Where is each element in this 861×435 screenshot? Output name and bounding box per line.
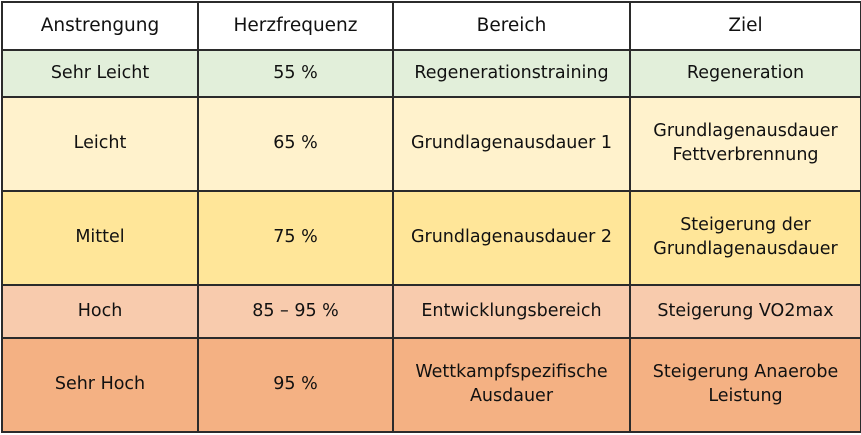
cell-ziel: Grundlagenausdauer Fettverbrennung	[629, 95, 861, 192]
cell-bereich: Entwicklungsbereich	[392, 283, 631, 339]
table-row: Hoch 85 – 95 % Entwicklungsbereich Steig…	[1, 283, 861, 339]
cell-text: Regenerationstraining	[414, 62, 609, 83]
cell-text: Grundlagenausdauer 2	[410, 227, 613, 248]
header-row: Anstrengung Herzfrequenz Bereich Ziel	[1, 1, 861, 51]
cell-herzfrequenz: 85 – 95 %	[197, 283, 394, 339]
cell-anstrengung: Sehr Hoch	[1, 336, 199, 434]
cell-bereich: Regenerationstraining	[392, 49, 631, 98]
cell-text: Grundlagenausdauer 1	[410, 133, 613, 154]
cell-ziel: Steigerung VO2max	[629, 283, 861, 339]
cell-anstrengung: Sehr Leicht	[1, 49, 199, 98]
cell-text: Sehr Leicht	[50, 62, 150, 83]
cell-text-line-1: Steigerung der	[680, 215, 811, 236]
cell-text-line-2: Leistung	[708, 385, 783, 406]
header-bereich: Bereich	[392, 1, 631, 51]
cell-text: Entwicklungsbereich	[421, 300, 602, 321]
cell-text: 95 %	[273, 374, 318, 395]
table-row: Mittel 75 % Grundlagenausdauer 2 Steiger…	[1, 189, 861, 286]
cell-text: 75 %	[273, 227, 318, 248]
cell-ziel: Steigerung der Grundlagenausdauer	[629, 189, 861, 286]
cell-herzfrequenz: 75 %	[197, 189, 394, 286]
cell-bereich: Grundlagenausdauer 2	[392, 189, 631, 286]
cell-ziel: Steigerung Anaerobe Leistung	[629, 336, 861, 434]
cell-text: 85 – 95 %	[252, 300, 339, 321]
cell-text: Hoch	[77, 300, 123, 321]
cell-text-line-1: Steigerung Anaerobe	[652, 362, 839, 383]
cell-text: Leicht	[73, 133, 127, 154]
cell-anstrengung: Leicht	[1, 95, 199, 192]
cell-text: Mittel	[75, 227, 125, 248]
cell-herzfrequenz: 55 %	[197, 49, 394, 98]
header-herzfrequenz: Herzfrequenz	[197, 1, 394, 51]
cell-text: 55 %	[273, 62, 318, 83]
cell-text: Regeneration	[686, 62, 805, 83]
header-anstrengung: Anstrengung	[1, 1, 199, 51]
cell-anstrengung: Hoch	[1, 283, 199, 339]
table-row: Leicht 65 % Grundlagenausdauer 1 Grundla…	[1, 95, 861, 192]
cell-text-line-2: Fettverbrennung	[672, 144, 819, 165]
table-row: Sehr Leicht 55 % Regenerationstraining R…	[1, 49, 861, 98]
cell-text: 65 %	[273, 133, 318, 154]
cell-text: Steigerung VO2max	[657, 300, 834, 321]
cell-text-line-2: Ausdauer	[469, 385, 554, 406]
cell-bereich: Grundlagenausdauer 1	[392, 95, 631, 192]
cell-bereich: Wettkampfspezifische Ausdauer	[392, 336, 631, 434]
cell-text-line-1: Grundlagenausdauer	[653, 121, 838, 142]
table-row: Sehr Hoch 95 % Wettkampfspezifische Ausd…	[1, 336, 861, 434]
cell-text-line-1: Wettkampfspezifische	[415, 362, 608, 383]
cell-text: Sehr Hoch	[54, 374, 146, 395]
cell-anstrengung: Mittel	[1, 189, 199, 286]
cell-herzfrequenz: 65 %	[197, 95, 394, 192]
header-ziel: Ziel	[629, 1, 861, 51]
cell-ziel: Regeneration	[629, 49, 861, 98]
cell-text-line-2: Grundlagenausdauer	[653, 238, 838, 259]
cell-herzfrequenz: 95 %	[197, 336, 394, 434]
